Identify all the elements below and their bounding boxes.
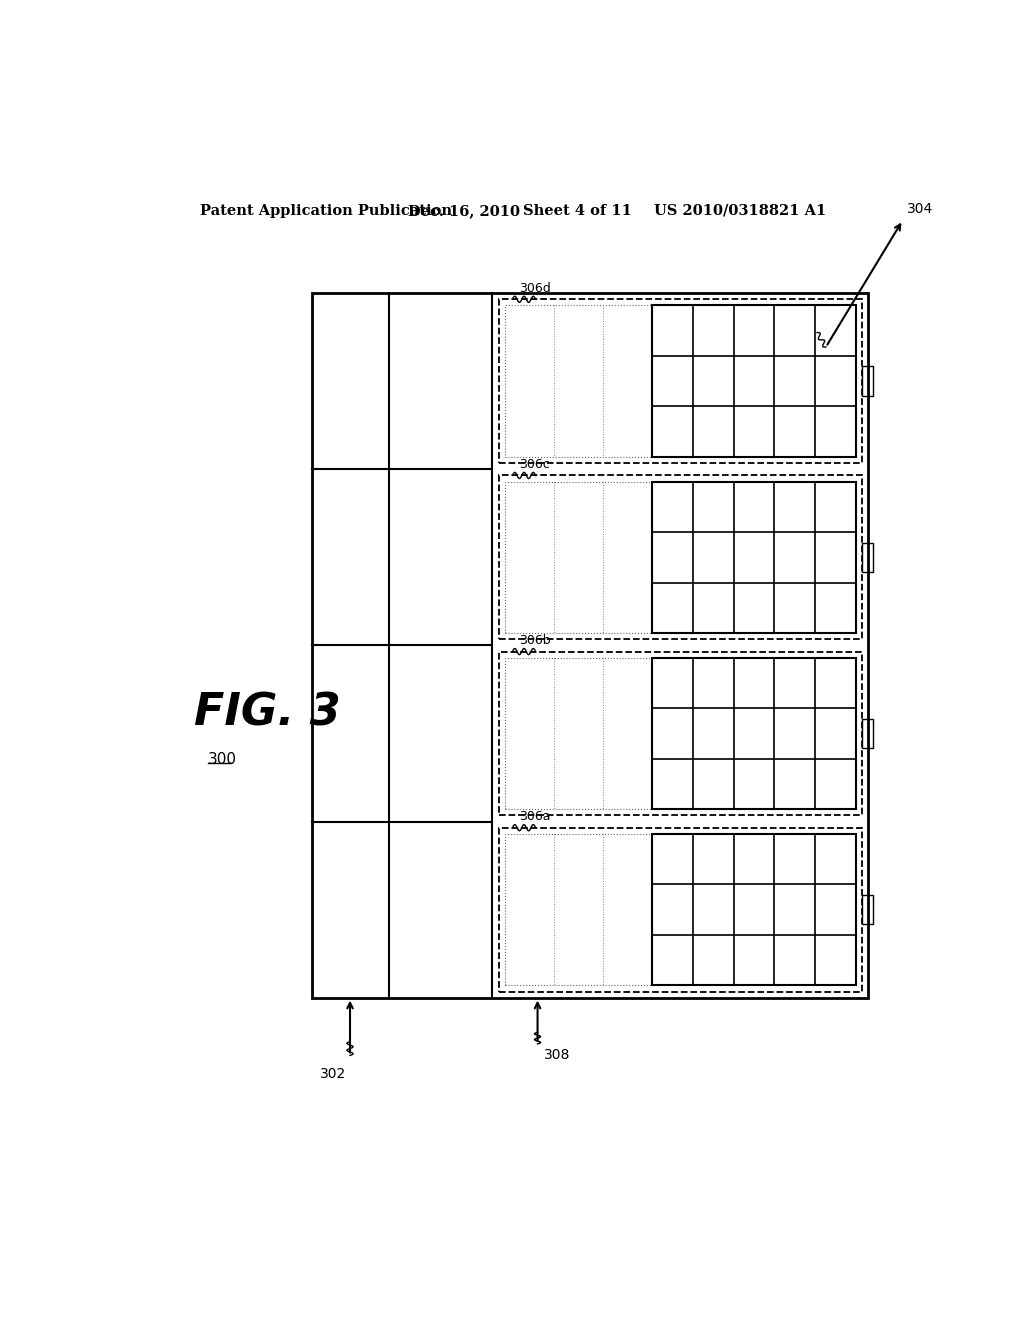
Bar — [505, 657, 652, 809]
Bar — [862, 719, 872, 748]
Text: Dec. 16, 2010: Dec. 16, 2010 — [408, 203, 520, 218]
Bar — [652, 657, 856, 809]
Bar — [499, 475, 862, 639]
Bar — [499, 300, 862, 463]
Bar — [652, 305, 856, 457]
Text: 306c: 306c — [518, 458, 550, 471]
Text: 302: 302 — [319, 1067, 346, 1081]
Text: 306b: 306b — [518, 634, 550, 647]
Bar — [862, 367, 872, 396]
Text: Sheet 4 of 11: Sheet 4 of 11 — [523, 203, 632, 218]
Text: 304: 304 — [906, 202, 933, 216]
Bar — [652, 834, 856, 985]
Text: 300: 300 — [208, 751, 237, 767]
Bar — [499, 652, 862, 816]
Bar — [505, 834, 652, 985]
Text: US 2010/0318821 A1: US 2010/0318821 A1 — [654, 203, 826, 218]
Text: 306d: 306d — [518, 281, 550, 294]
Text: FIG. 3: FIG. 3 — [194, 692, 340, 734]
Bar — [862, 543, 872, 572]
Bar — [862, 895, 872, 924]
Bar — [652, 482, 856, 634]
Bar — [499, 828, 862, 991]
Bar — [505, 305, 652, 457]
Bar — [505, 482, 652, 634]
Text: 308: 308 — [544, 1048, 570, 1061]
Bar — [311, 293, 868, 998]
Text: 306a: 306a — [518, 810, 550, 824]
Text: Patent Application Publication: Patent Application Publication — [200, 203, 452, 218]
